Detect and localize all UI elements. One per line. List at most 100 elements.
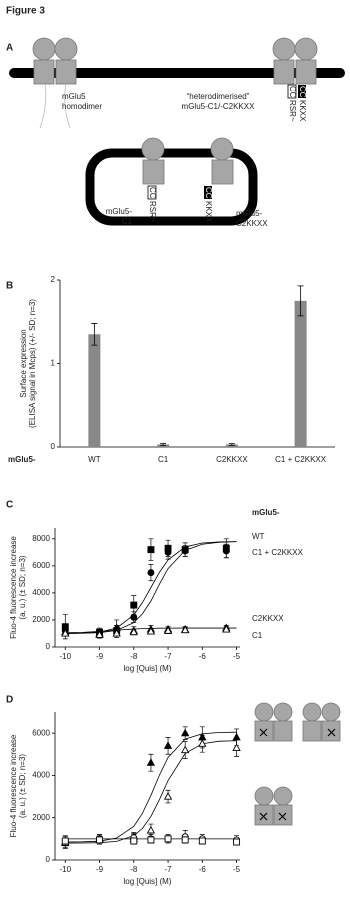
label: C2KKXX xyxy=(236,219,268,228)
tag: CC xyxy=(148,187,157,199)
point xyxy=(112,628,121,637)
panel-label: B xyxy=(6,281,13,292)
label: C1 xyxy=(122,217,133,226)
x-tick-label: -9 xyxy=(96,865,104,874)
point xyxy=(130,601,138,609)
point xyxy=(61,628,70,637)
receptor-c1 xyxy=(141,137,165,200)
point xyxy=(130,837,138,845)
x-tick-label: C1 + C2KKXX xyxy=(275,455,327,464)
point xyxy=(146,825,156,834)
point xyxy=(163,792,173,800)
y-tick-label: 2000 xyxy=(32,615,50,624)
y-axis-label: (a. u.) (± SD; n=3) xyxy=(18,754,27,819)
vesicle xyxy=(85,148,258,226)
point xyxy=(61,837,69,845)
point xyxy=(147,569,155,577)
error-bar xyxy=(297,285,304,317)
x-tick-label: -5 xyxy=(233,865,241,874)
panel-label: A xyxy=(6,43,13,54)
panel-label: C xyxy=(6,500,13,511)
point xyxy=(198,739,207,747)
x-tick-label: C2KKXX xyxy=(216,455,248,464)
x-tick-label: -7 xyxy=(164,652,172,661)
point xyxy=(95,630,104,638)
y-axis-label: Fluo-4 fluorescence increase xyxy=(9,734,18,837)
bar xyxy=(225,444,238,447)
y-tick-label: 4000 xyxy=(32,588,50,597)
legend-label: C1 xyxy=(252,631,263,640)
tag: RSR~ xyxy=(148,201,157,223)
y-tick-label: 6000 xyxy=(32,728,50,737)
row-label: mGlu5- xyxy=(8,455,36,464)
point xyxy=(181,728,190,737)
legend-label: WT xyxy=(252,532,265,541)
x-tick-label: -7 xyxy=(164,865,172,874)
y-tick-label: 0 xyxy=(51,442,56,451)
point xyxy=(146,626,156,635)
x-tick-label: -6 xyxy=(199,865,207,874)
x-tick-label: -5 xyxy=(233,652,241,661)
label: mGlu5 xyxy=(62,92,86,101)
point xyxy=(129,627,138,636)
point xyxy=(181,547,189,555)
point xyxy=(130,613,138,621)
legend-label: C2KKXX xyxy=(252,614,284,623)
point xyxy=(222,547,230,555)
point xyxy=(163,626,173,634)
x-axis-label: log [Quis] (M) xyxy=(123,664,171,673)
legend-icons xyxy=(254,702,341,826)
label: “heterodimerised” xyxy=(187,92,250,101)
point xyxy=(164,835,172,843)
tag: CC xyxy=(298,86,307,98)
point xyxy=(181,625,190,634)
error-bar xyxy=(91,323,98,346)
point xyxy=(164,548,172,556)
label: mGlu5- xyxy=(106,207,133,216)
y-tick-label: 4000 xyxy=(32,771,50,780)
x-tick-label: C1 xyxy=(158,455,169,464)
receptor-heterodimer xyxy=(272,37,318,99)
y-axis-label: (a. u.) (± SD; n=3) xyxy=(18,555,27,620)
figure-title: Figure 3 xyxy=(6,6,45,17)
point xyxy=(232,732,241,741)
point xyxy=(147,836,155,844)
tag: RSR~ xyxy=(288,100,297,122)
error-bar xyxy=(228,443,235,446)
x-tick-label: -9 xyxy=(96,652,104,661)
point xyxy=(232,743,241,751)
label: homodimer xyxy=(62,102,102,111)
x-axis-label: log [Quis] (M) xyxy=(123,877,171,886)
point xyxy=(146,758,156,766)
panel-label: D xyxy=(6,695,13,706)
bar xyxy=(294,300,307,447)
receptor-c2kkxx xyxy=(204,137,234,199)
y-axis-label: (ELISA signal in Mcps) (+/- SD; n=3) xyxy=(28,299,37,428)
point xyxy=(96,836,103,844)
tag: CC xyxy=(288,86,297,98)
point xyxy=(163,741,173,749)
point xyxy=(198,837,206,845)
point xyxy=(181,836,189,844)
tag: KKXX xyxy=(298,100,307,122)
y-tick-label: 2000 xyxy=(32,813,50,822)
x-tick-label: -10 xyxy=(59,865,71,874)
legend-title: mGlu5- xyxy=(252,508,280,517)
x-tick-label: -8 xyxy=(130,865,138,874)
y-tick-label: 6000 xyxy=(32,561,50,570)
point xyxy=(147,546,155,554)
x-tick-label: WT xyxy=(88,455,101,464)
bar xyxy=(88,334,101,447)
x-tick-label: -10 xyxy=(59,652,71,661)
bar xyxy=(157,444,170,447)
point xyxy=(181,745,190,754)
legend-label: C1 + C2KKXX xyxy=(252,548,304,557)
y-tick-label: 2 xyxy=(51,275,56,284)
tag: CC xyxy=(204,187,213,199)
point xyxy=(222,624,231,633)
x-tick-label: -8 xyxy=(130,652,138,661)
y-tick-label: 0 xyxy=(46,855,51,864)
tag: KKXX xyxy=(204,201,213,223)
label: mGlu5- xyxy=(236,209,263,218)
